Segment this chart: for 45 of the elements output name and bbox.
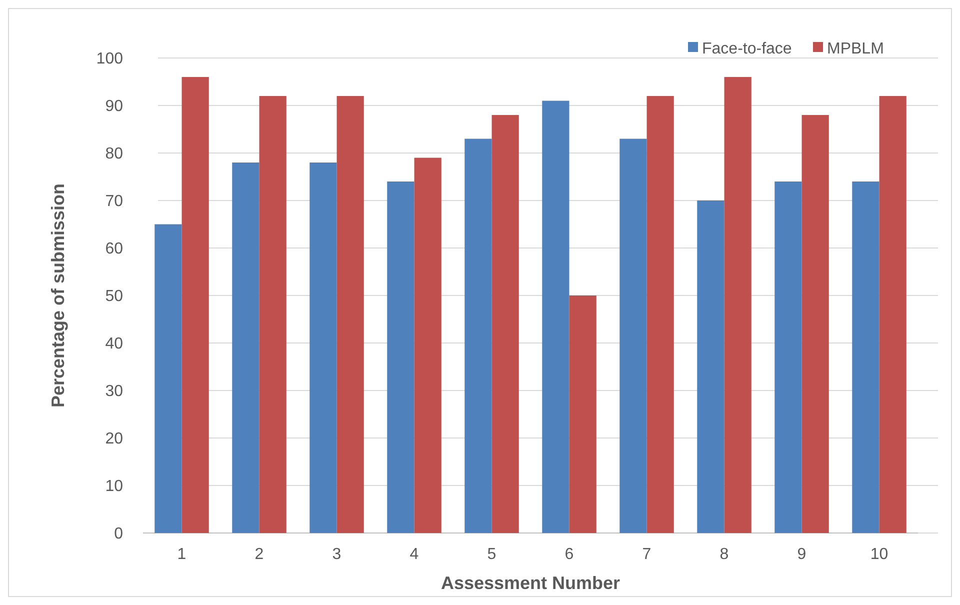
- x-tick-label: 3: [332, 546, 342, 563]
- y-tick-label: 0: [114, 526, 124, 543]
- x-tick-label: 8: [720, 546, 729, 563]
- x-tick-label: 2: [254, 546, 264, 563]
- bar: [414, 158, 442, 533]
- bar: [646, 96, 674, 533]
- y-tick-label: 50: [105, 288, 124, 306]
- legend-label: Face-to-face: [702, 40, 792, 58]
- y-tick-label: 40: [105, 336, 124, 353]
- legend-label: MPBLM: [827, 40, 884, 58]
- x-tick-label: 9: [797, 546, 806, 563]
- bar: [259, 96, 286, 533]
- bar: [154, 224, 182, 533]
- y-tick-label: 10: [105, 478, 124, 496]
- bar: [724, 77, 752, 533]
- x-tick-label: 4: [410, 546, 419, 563]
- bar: [569, 296, 596, 533]
- y-axis-title: Percentage of submission: [48, 183, 68, 408]
- x-tick-label: 5: [487, 546, 496, 563]
- x-tick-label: 7: [642, 546, 652, 563]
- y-tick-label: 30: [105, 383, 124, 400]
- y-tick-label: 20: [105, 430, 124, 448]
- bar: [879, 96, 906, 533]
- bar: [336, 96, 364, 533]
- bar: [620, 138, 647, 533]
- x-tick-label: 6: [564, 546, 574, 563]
- y-tick-label: 90: [105, 98, 124, 116]
- x-tick-label: 10: [870, 546, 888, 563]
- bar: [774, 182, 802, 533]
- bar: [310, 162, 337, 533]
- y-tick-label: 100: [96, 50, 124, 68]
- y-tick-label: 70: [105, 193, 124, 210]
- bar: [232, 162, 260, 533]
- bar: [852, 182, 880, 533]
- bar: [182, 77, 209, 533]
- x-tick-label: 1: [177, 546, 186, 563]
- bar: [387, 182, 414, 533]
- y-tick-label: 80: [105, 146, 124, 163]
- bar: [464, 138, 492, 533]
- x-axis-title: Assessment Number: [440, 573, 620, 593]
- bar: [492, 115, 519, 533]
- bar: [697, 200, 724, 533]
- y-tick-label: 60: [105, 240, 124, 258]
- bar: [802, 115, 829, 533]
- bar: [542, 100, 570, 533]
